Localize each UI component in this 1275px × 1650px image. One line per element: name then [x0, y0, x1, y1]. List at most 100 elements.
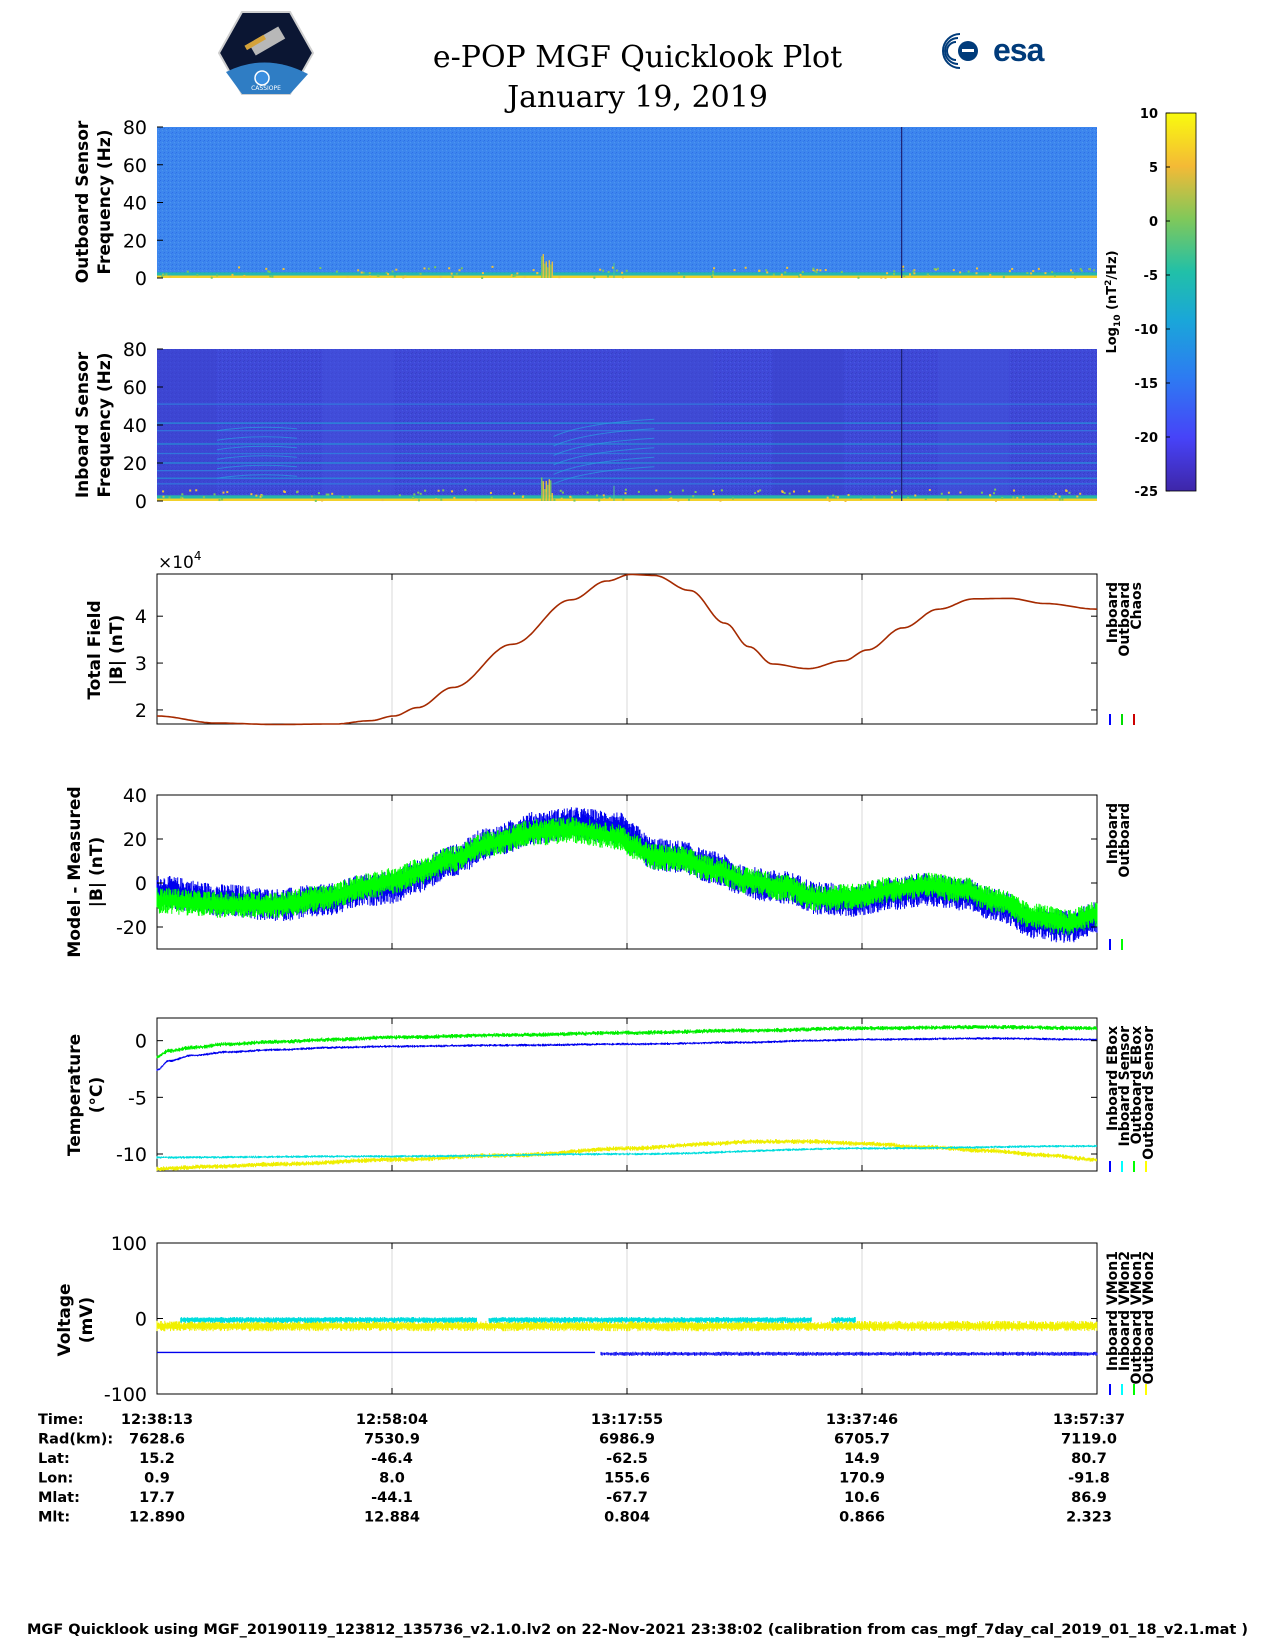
legend-label: Inboard VMon1 [1105, 1251, 1121, 1371]
spectro-speckle [269, 275, 272, 278]
legend-label: Outboard EBox [1129, 1026, 1145, 1144]
spectro-speckle [733, 269, 736, 272]
legend-label: Outboard Sensor [1141, 1026, 1157, 1160]
spectro-speckle [1026, 272, 1029, 275]
spectro-speckle [368, 272, 371, 275]
spectro-speckle [259, 495, 262, 498]
spectro-speckle [835, 495, 838, 498]
spectro-arc-3 [216, 445, 298, 451]
legend-label: Outboard VMon1 [1129, 1251, 1145, 1385]
spectro-speckle [213, 493, 216, 496]
spectro-speckle [189, 489, 192, 492]
ephemeris-value: 10.6 [844, 1490, 880, 1506]
spectro-speckle [772, 273, 775, 276]
spectro-speckle [857, 276, 860, 279]
spectro-speckle [786, 266, 789, 269]
ephemeris-value: 15.2 [139, 1451, 175, 1467]
spectro-speckle [681, 489, 684, 492]
spectro-speckle [395, 268, 398, 271]
svg-text:CASSIOPE: CASSIOPE [251, 85, 281, 92]
spectro-speckle [669, 491, 672, 494]
plot-date: January 19, 2019 [507, 80, 768, 115]
spectro-lowband [157, 495, 1097, 501]
spectro-speckle [404, 275, 407, 278]
spectro-speckle [959, 491, 962, 494]
spectro-speckle [161, 275, 164, 278]
ephemeris-value: 12.884 [364, 1510, 420, 1526]
spectro-speckle [451, 275, 454, 278]
spectro-speckle [677, 499, 680, 502]
y-tick-label: 60 [123, 377, 147, 399]
inboard-y-ticks: 80 60 40 20 0 [123, 339, 163, 513]
ephemeris-value: -44.1 [371, 1490, 413, 1506]
spectro-speckle [891, 496, 894, 499]
spectro-speckle [1008, 270, 1011, 273]
spectro-arc-5 [216, 426, 298, 432]
temperature-ylabel-line2: (°C) [87, 1077, 107, 1114]
voltage-ylabel-line2: (mV) [77, 1297, 97, 1343]
spectro-speckle [1032, 270, 1035, 273]
spectro-speckle [202, 496, 205, 499]
temperature-ylabel-line1: Temperature [65, 1034, 85, 1156]
spectro-speckle [1044, 497, 1047, 500]
spectro-speckle [940, 492, 943, 495]
ephemeris-row-label: Time: [38, 1412, 84, 1428]
spectro-speckle [812, 267, 815, 270]
spectro-speckle [606, 275, 609, 278]
spectro-speckle [975, 272, 978, 275]
spectro-speckle [393, 275, 396, 278]
spectro-speckle [1011, 267, 1014, 270]
spectro-speckle [168, 496, 171, 499]
spectro-speckle [181, 493, 184, 496]
spectro-speckle [947, 491, 950, 494]
spectro-speckle [694, 491, 697, 494]
ephemeris-value: 6986.9 [599, 1432, 655, 1448]
spectro-speckle [243, 274, 246, 277]
spectro-speckle [598, 499, 601, 502]
spectro-speckle [521, 495, 524, 498]
spectro-shade-0 [157, 349, 217, 501]
spectro-speckle [180, 496, 183, 499]
voltage-series [156, 1317, 1098, 1356]
spectro-speckle [928, 489, 931, 492]
spectro-speckle [448, 267, 451, 270]
spectro-speckle [415, 498, 418, 501]
spectro-speckle [561, 491, 564, 494]
ephemeris-value: 12:38:13 [121, 1412, 193, 1428]
y-tick-label: 2 [135, 700, 147, 722]
spectro-speckle [828, 499, 831, 502]
spectro-speckle [993, 492, 996, 495]
spectro-speckle [162, 495, 165, 498]
spectro-speckle [321, 499, 324, 502]
spectro-speckle [271, 275, 274, 278]
spectro-speckle [586, 491, 589, 494]
spectro-speckle [907, 496, 910, 499]
spectro-speckle [1037, 267, 1040, 270]
spectro-speckle [712, 273, 715, 276]
spectro-speckle [1079, 492, 1082, 495]
spectro-speckle [423, 267, 426, 270]
spectro-speckle [402, 276, 405, 279]
spectro-burst-arc-5 [553, 418, 655, 437]
spectro-lowband [157, 272, 1097, 278]
spectro-shade-2 [630, 349, 714, 501]
spectro-speckle [607, 270, 610, 273]
spectro-speckle [512, 275, 515, 278]
spectro-speckle [327, 493, 330, 496]
ephemeris-value: 8.0 [379, 1471, 405, 1487]
spectro-speckle [475, 499, 478, 502]
spectro-speckle [283, 490, 286, 493]
temperature-outboard-sensor [156, 1139, 1097, 1171]
spectro-speckle [799, 273, 802, 276]
spectro-dc-band [157, 498, 1097, 501]
spectro-speckle [655, 489, 658, 492]
spectro-speckle [813, 269, 816, 272]
spectro-speckle [687, 498, 690, 501]
spectro-speckle [615, 269, 618, 272]
y-tick-label: 20 [123, 230, 147, 252]
spectro-speckle [668, 497, 671, 500]
ephemeris-value: 0.804 [604, 1510, 650, 1526]
colorbar-gradient [1165, 112, 1197, 492]
spectro-speckle [836, 496, 839, 499]
spectro-speckle [348, 496, 351, 499]
